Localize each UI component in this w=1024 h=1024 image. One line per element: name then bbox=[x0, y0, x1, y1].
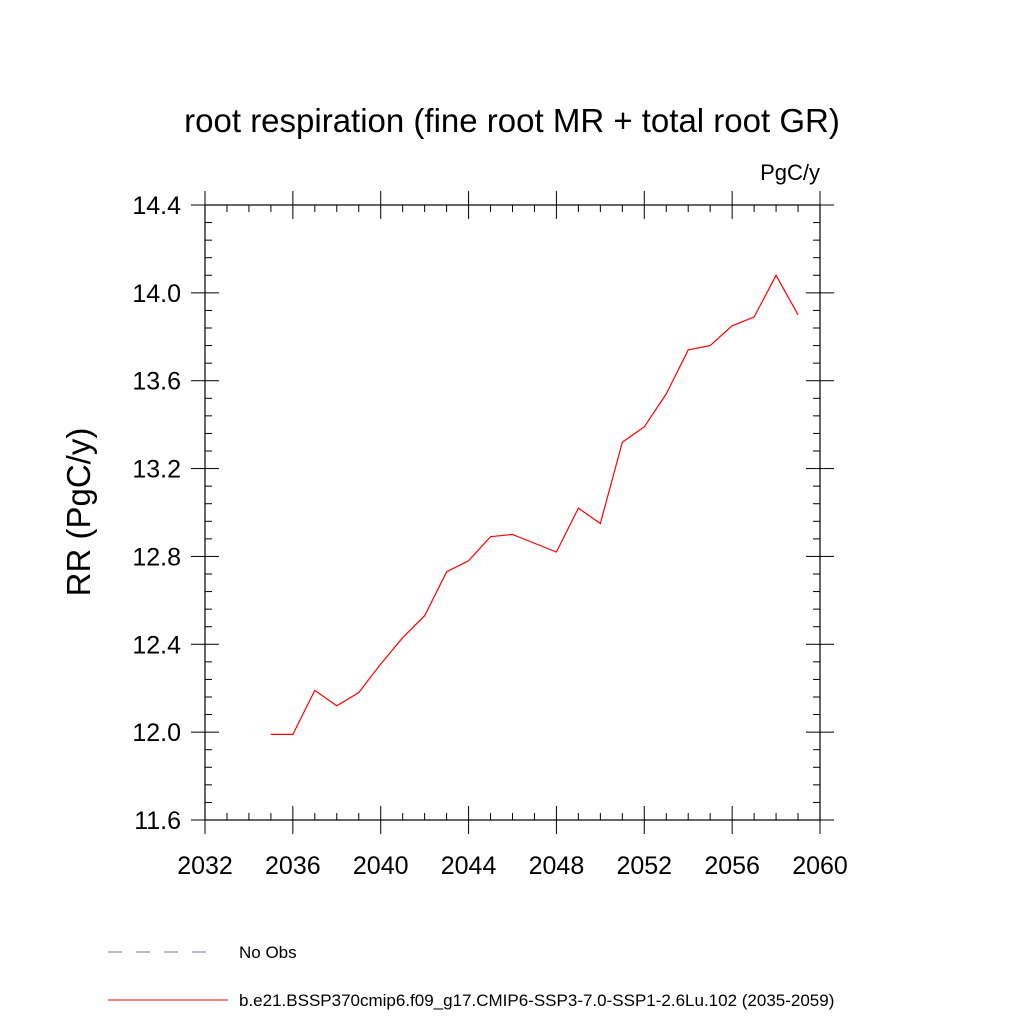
x-tick-label: 2036 bbox=[265, 852, 321, 880]
chart-title: root respiration (fine root MR + total r… bbox=[184, 102, 840, 139]
series-line bbox=[270, 274, 799, 735]
units-label: PgC/y bbox=[760, 160, 820, 185]
x-tick-label: 2060 bbox=[792, 852, 848, 880]
y-tick-label: 14.4 bbox=[132, 192, 181, 220]
y-tick-label: 12.4 bbox=[132, 631, 181, 659]
legend-label: No Obs bbox=[239, 943, 297, 962]
x-tick-label: 2044 bbox=[441, 852, 497, 880]
y-tick-label: 12.8 bbox=[132, 543, 181, 571]
x-tick-label: 2056 bbox=[704, 852, 760, 880]
x-tick-label: 2052 bbox=[616, 852, 672, 880]
y-axis-label: RR (PgC/y) bbox=[60, 428, 97, 597]
x-tick-label: 2040 bbox=[353, 852, 409, 880]
axis-ticks: 2032 2036 2040 2044 2048 2052 2056 2060 11.6 12.0… bbox=[132, 191, 848, 880]
x-tick-label: 2048 bbox=[529, 852, 585, 880]
x-tick-label: 2032 bbox=[177, 852, 233, 880]
y-tick-label: 13.2 bbox=[132, 456, 181, 484]
y-tick-label: 11.6 bbox=[134, 807, 181, 835]
y-tick-label: 13.6 bbox=[132, 368, 181, 396]
y-tick-label: 12.0 bbox=[132, 719, 181, 747]
legend-label: b.e21.BSSP370cmip6.f09_g17.CMIP6-SSP3-7.… bbox=[239, 991, 834, 1010]
legend: No Obs b.e21.BSSP370cmip6.f09_g17.CMIP6-S… bbox=[108, 943, 834, 1010]
series-group bbox=[270, 274, 799, 735]
y-tick-label: 14.0 bbox=[132, 280, 181, 308]
plot-frame bbox=[204, 204, 821, 821]
